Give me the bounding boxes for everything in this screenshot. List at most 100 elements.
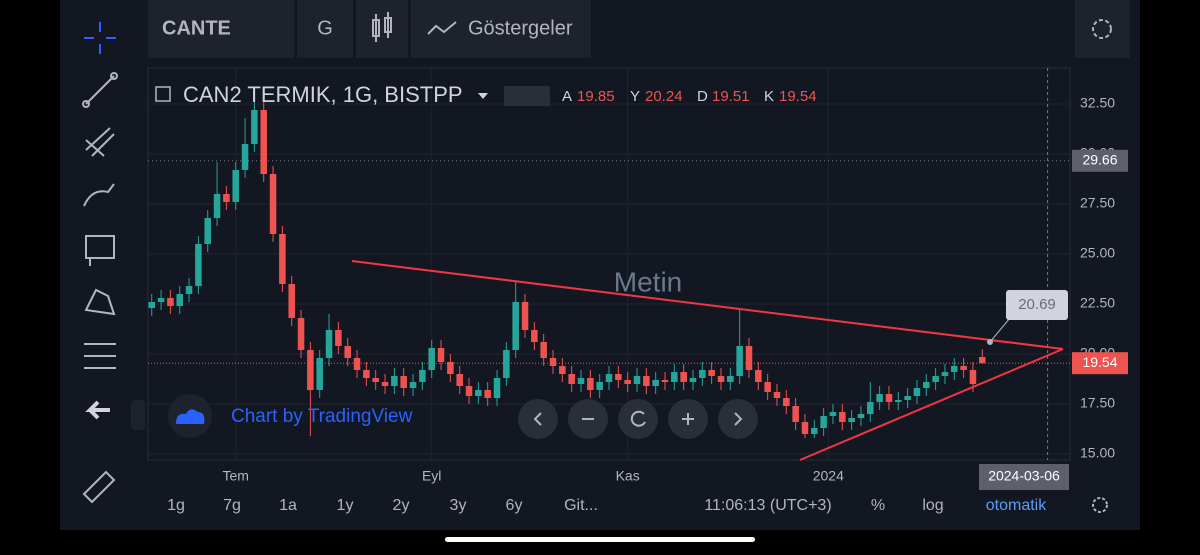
visibility-icons[interactable] <box>504 86 550 106</box>
plot-area <box>147 67 1071 461</box>
price-marker-label: 29.66 <box>1082 152 1117 168</box>
collapse-icon[interactable] <box>155 86 171 102</box>
reset[interactable] <box>618 399 658 439</box>
scroll-right[interactable] <box>718 399 758 439</box>
tv-logo-cloud <box>176 409 205 424</box>
candle-body <box>251 110 258 144</box>
candle-body <box>839 412 846 422</box>
callout-pointer <box>989 317 1011 343</box>
chart-title: CAN2 TERMIK, 1G, BISTPP <box>183 82 463 107</box>
ohlc-value: 20.24 <box>645 88 683 105</box>
candle-body <box>652 380 659 386</box>
candle-body <box>381 382 389 386</box>
candle-body <box>447 362 454 374</box>
dropdown[interactable] <box>478 93 488 99</box>
chart-type-button[interactable] <box>356 0 408 58</box>
settings-button[interactable] <box>1075 0 1130 58</box>
candle-body <box>773 392 781 398</box>
interval-button[interactable] <box>297 0 353 58</box>
candle-body <box>876 394 883 402</box>
trend-line <box>351 260 1064 350</box>
x-tick-label: Tem <box>222 468 248 484</box>
candle-body <box>531 330 538 342</box>
auto-toggle[interactable]: otomatik <box>986 497 1047 514</box>
candle-icon <box>372 12 392 42</box>
candle-body <box>335 330 342 346</box>
range-button[interactable]: 1y <box>337 497 354 514</box>
symbol-button[interactable] <box>148 0 294 58</box>
candle-body <box>587 378 594 390</box>
candle-body <box>727 376 734 382</box>
candle-body <box>885 394 893 402</box>
symbol: CANTE <box>162 17 231 39</box>
candle-body <box>904 396 911 400</box>
toolbar-toggle[interactable] <box>131 400 145 430</box>
candle-body <box>680 372 687 382</box>
candle-body <box>923 382 930 388</box>
candle-body <box>633 376 641 384</box>
candle-body <box>829 412 837 416</box>
candle-body <box>577 378 585 384</box>
ohlc-key: A <box>562 88 572 105</box>
percent-toggle[interactable]: % <box>871 497 885 514</box>
candle-body <box>223 194 230 202</box>
candle-body <box>857 414 865 418</box>
log-toggle[interactable]: log <box>922 497 943 514</box>
candle-body <box>185 286 193 294</box>
range-button[interactable]: 1g <box>167 497 185 514</box>
candle-body <box>465 386 473 396</box>
ohlc-value: 19.85 <box>577 88 615 105</box>
range-button[interactable]: 2y <box>393 497 410 514</box>
candle-body <box>540 342 547 358</box>
bottom-bar <box>148 492 1130 520</box>
candle-body <box>428 348 435 370</box>
x-tick-label: 2024 <box>813 468 844 484</box>
range-button[interactable]: 6y <box>506 497 523 514</box>
candle-body <box>699 370 706 378</box>
candle-body <box>755 370 762 382</box>
left-toolbar <box>82 22 118 504</box>
last-price-tag <box>1072 352 1128 375</box>
home-indicator <box>445 537 755 542</box>
candle-body <box>372 378 379 382</box>
candle-body <box>475 390 482 396</box>
range-button[interactable]: Git... <box>564 497 598 514</box>
candle-body <box>512 302 519 350</box>
callout-box <box>1006 290 1068 320</box>
candle-body <box>157 298 165 302</box>
candle-body <box>204 218 211 244</box>
candle-body <box>391 376 398 386</box>
candle-body <box>279 234 286 284</box>
candle-body <box>717 376 725 382</box>
candle-body <box>213 194 221 218</box>
candle-body <box>148 302 155 308</box>
candle-body <box>736 346 743 376</box>
candle-body <box>960 366 967 370</box>
candle-body <box>969 370 977 384</box>
bottom-items: 1g 7g 1a 1y 2y 3y 6y Git... <box>167 497 598 514</box>
range-button[interactable]: 1a <box>279 497 297 514</box>
candle-body <box>400 376 407 388</box>
candle-body <box>232 170 239 202</box>
candle-body <box>568 374 575 384</box>
indicators: Göstergeler <box>468 17 573 39</box>
candle-body <box>484 390 491 398</box>
candle-body <box>503 350 510 378</box>
candle-body <box>895 400 902 402</box>
scroll-left[interactable] <box>518 399 558 439</box>
candle-body <box>783 398 790 406</box>
range-button[interactable]: 7g <box>223 497 241 514</box>
y-tick-label: 17.50 <box>1080 395 1115 411</box>
chart: 15.0017.5020.0022.5025.0027.5030.0032.50… <box>222 95 1128 490</box>
candle-body <box>456 374 463 386</box>
candle-body <box>325 330 333 358</box>
range-button[interactable]: 3y <box>450 497 467 514</box>
candle-body <box>941 372 949 376</box>
candle-body <box>932 376 939 382</box>
candle-body <box>307 350 314 390</box>
bottom-gear[interactable] <box>1092 497 1108 513</box>
candle-body <box>596 382 603 390</box>
candle-body <box>689 378 697 382</box>
